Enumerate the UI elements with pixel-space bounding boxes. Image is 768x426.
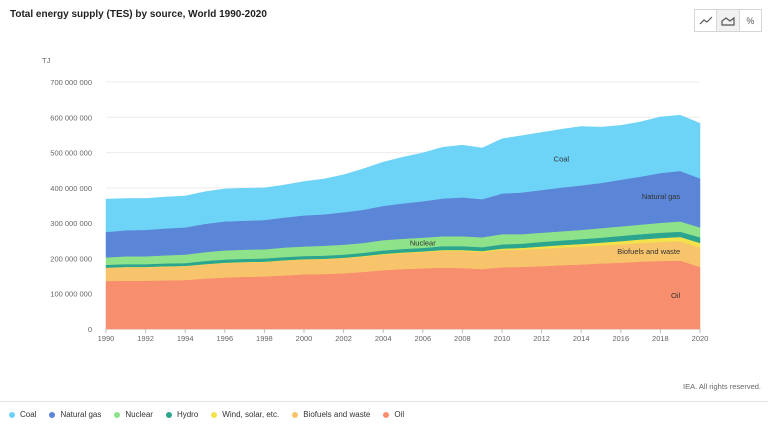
x-tick-label: 2008	[454, 334, 471, 343]
x-tick-label: 1994	[177, 334, 194, 343]
copyright-credit: IEA. All rights reserved.	[683, 382, 761, 391]
chart-legend: Coal Natural gas Nuclear Hydro Wind, sol…	[9, 410, 417, 419]
x-tick-label: 2012	[533, 334, 550, 343]
legend-label: Wind, solar, etc.	[222, 410, 280, 419]
x-tick-label: 2000	[296, 334, 313, 343]
area-chart-icon	[721, 16, 735, 26]
series-label: Coal	[554, 154, 570, 163]
x-tick-label: 2018	[652, 334, 669, 343]
area-coal	[105, 114, 701, 233]
x-tick-label: 2014	[573, 334, 590, 343]
legend-item-nuclear[interactable]: Nuclear	[114, 410, 153, 419]
legend-label: Oil	[394, 410, 405, 419]
x-tick-label: 2016	[612, 334, 629, 343]
legend-swatch	[165, 411, 172, 418]
series-label: Natural gas	[642, 192, 681, 201]
legend-swatch	[114, 411, 121, 418]
legend-item-wind-solar[interactable]: Wind, solar, etc.	[211, 410, 279, 419]
x-tick-label: 1996	[216, 334, 233, 343]
legend-swatch	[383, 411, 390, 418]
legend-label: Natural gas	[60, 410, 102, 419]
legend-label: Nuclear	[125, 410, 153, 419]
x-tick-label: 2004	[375, 334, 392, 343]
chart-type-toolbar: %	[694, 9, 762, 32]
legend-swatch	[292, 411, 299, 418]
percent-chart-button[interactable]: %	[740, 10, 761, 31]
y-tick-label: 100 000 000	[50, 290, 92, 299]
y-tick-label: 200 000 000	[50, 254, 92, 263]
legend-item-natural-gas[interactable]: Natural gas	[49, 410, 101, 419]
legend-label: Coal	[20, 410, 37, 419]
x-tick-label: 1990	[98, 334, 115, 343]
legend-label: Biofuels and waste	[303, 410, 371, 419]
legend-label: Hydro	[176, 410, 199, 419]
chart-title: Total energy supply (TES) by source, Wor…	[10, 9, 267, 20]
x-tick-label: 2006	[414, 334, 431, 343]
legend-swatch	[9, 411, 15, 418]
line-chart-icon	[699, 16, 713, 24]
area-chart-button[interactable]	[717, 10, 740, 31]
legend-item-oil[interactable]: Oil	[383, 410, 404, 419]
y-unit-label: TJ	[42, 56, 51, 65]
y-tick-label: 400 000 000	[50, 184, 92, 193]
series-label: Nuclear	[410, 239, 436, 248]
x-tick-label: 1998	[256, 334, 273, 343]
legend-swatch	[211, 411, 218, 418]
y-tick-label: 300 000 000	[50, 219, 92, 228]
x-tick-label: 1992	[137, 334, 154, 343]
x-tick-label: 2010	[494, 334, 511, 343]
legend-swatch	[49, 411, 56, 418]
legend-item-biofuels[interactable]: Biofuels and waste	[292, 410, 370, 419]
line-chart-button[interactable]	[695, 10, 718, 31]
y-tick-label: 600 000 000	[50, 113, 92, 122]
y-tick-label: 500 000 000	[50, 149, 92, 158]
legend-item-coal[interactable]: Coal	[9, 410, 36, 419]
series-label: Biofuels and waste	[617, 247, 680, 256]
series-label: Oil	[671, 291, 681, 300]
y-tick-label: 700 000 000	[50, 78, 92, 87]
y-tick-label: 0	[88, 325, 92, 334]
percent-label: %	[746, 15, 755, 26]
x-tick-label: 2020	[692, 334, 709, 343]
legend-item-hydro[interactable]: Hydro	[165, 410, 199, 419]
x-tick-label: 2002	[335, 334, 352, 343]
legend-divider	[0, 401, 768, 402]
stacked-area-chart: 0 100 000 000 200 000 000 300 000 000 400 00…	[42, 56, 709, 343]
